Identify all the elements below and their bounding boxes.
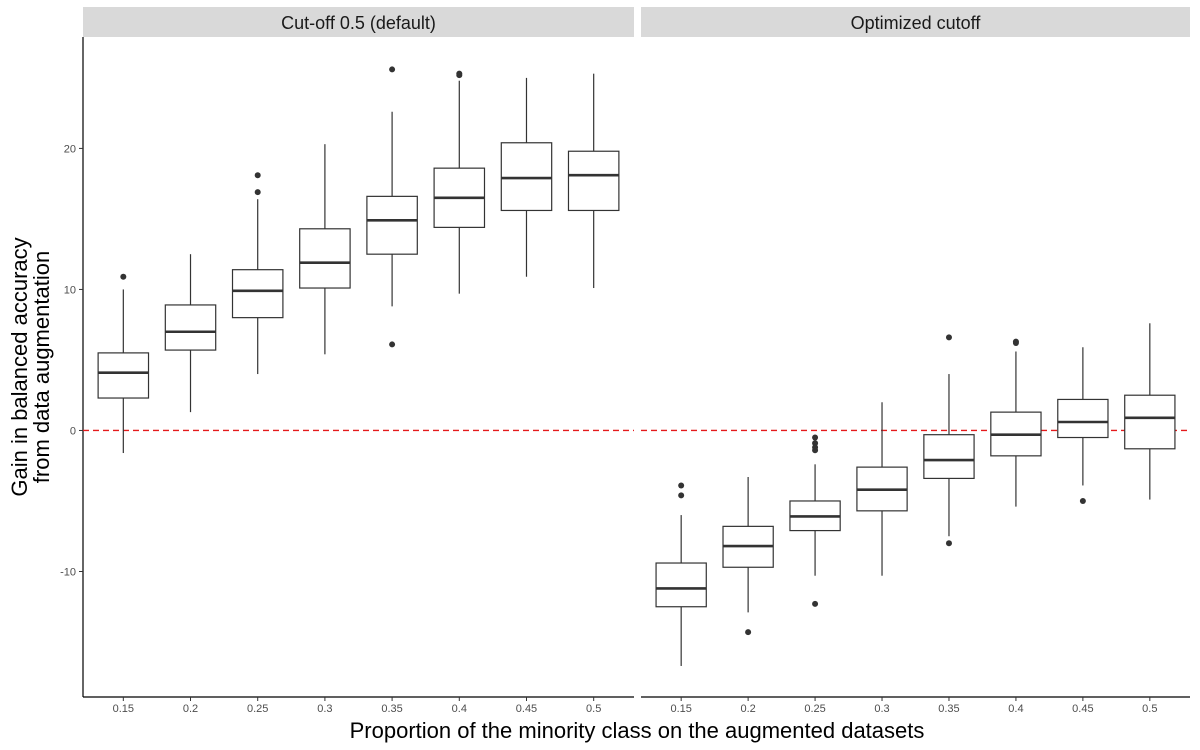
outlier-point xyxy=(678,492,685,499)
box xyxy=(97,352,150,399)
outlier-point xyxy=(945,334,952,341)
y-tick-label: 20 xyxy=(64,143,76,155)
x-tick-label: 0.4 xyxy=(452,703,467,715)
box xyxy=(231,269,284,319)
outlier-point xyxy=(254,189,261,196)
x-tick-label: 0.5 xyxy=(586,703,601,715)
x-tick-label: 0.5 xyxy=(1142,703,1157,715)
outlier-point xyxy=(812,600,819,607)
panel-title: Cut-off 0.5 (default) xyxy=(281,13,436,33)
x-tick-label: 0.15 xyxy=(113,703,134,715)
x-tick-label: 0.4 xyxy=(1008,703,1023,715)
outlier-point xyxy=(389,66,396,73)
x-tick-label: 0.25 xyxy=(247,703,268,715)
box xyxy=(1057,398,1109,439)
x-tick-label: 0.35 xyxy=(381,703,402,715)
outlier-point xyxy=(812,434,819,441)
x-tick-label: 0.15 xyxy=(670,703,691,715)
y-axis-title: from data augmentation xyxy=(29,251,54,483)
outlier-point xyxy=(456,72,463,79)
box xyxy=(1124,394,1176,450)
box xyxy=(923,434,975,480)
outlier-point xyxy=(812,440,819,447)
outlier-point xyxy=(1079,497,1086,504)
outlier-point xyxy=(1012,340,1019,347)
x-tick-label: 0.25 xyxy=(804,703,825,715)
x-tick-label: 0.35 xyxy=(938,703,959,715)
outlier-point xyxy=(678,482,685,489)
x-tick-label: 0.45 xyxy=(1072,703,1093,715)
x-tick-label: 0.2 xyxy=(740,703,755,715)
y-tick-label: -10 xyxy=(60,566,76,578)
outlier-point xyxy=(945,540,952,547)
outlier-point xyxy=(389,341,396,348)
outlier-point xyxy=(812,447,819,454)
panel-title: Optimized cutoff xyxy=(851,13,982,33)
box xyxy=(164,304,217,351)
outlier-point xyxy=(745,629,752,636)
y-tick-label: 10 xyxy=(64,284,76,296)
outlier-point xyxy=(120,273,127,280)
box xyxy=(299,228,351,289)
x-tick-label: 0.2 xyxy=(183,703,198,715)
box xyxy=(500,142,553,212)
x-tick-label: 0.3 xyxy=(317,703,332,715)
panel-strip xyxy=(83,7,634,37)
y-tick-label: 0 xyxy=(70,425,76,437)
x-tick-label: 0.45 xyxy=(516,703,537,715)
box xyxy=(567,150,620,212)
box xyxy=(366,195,418,255)
x-tick-label: 0.3 xyxy=(874,703,889,715)
y-axis-title: Gain in balanced accuracy xyxy=(7,237,32,496)
x-axis-title: Proportion of the minority class on the … xyxy=(350,718,925,743)
box xyxy=(655,562,707,608)
panel-strip xyxy=(641,7,1190,37)
outlier-point xyxy=(254,172,261,179)
